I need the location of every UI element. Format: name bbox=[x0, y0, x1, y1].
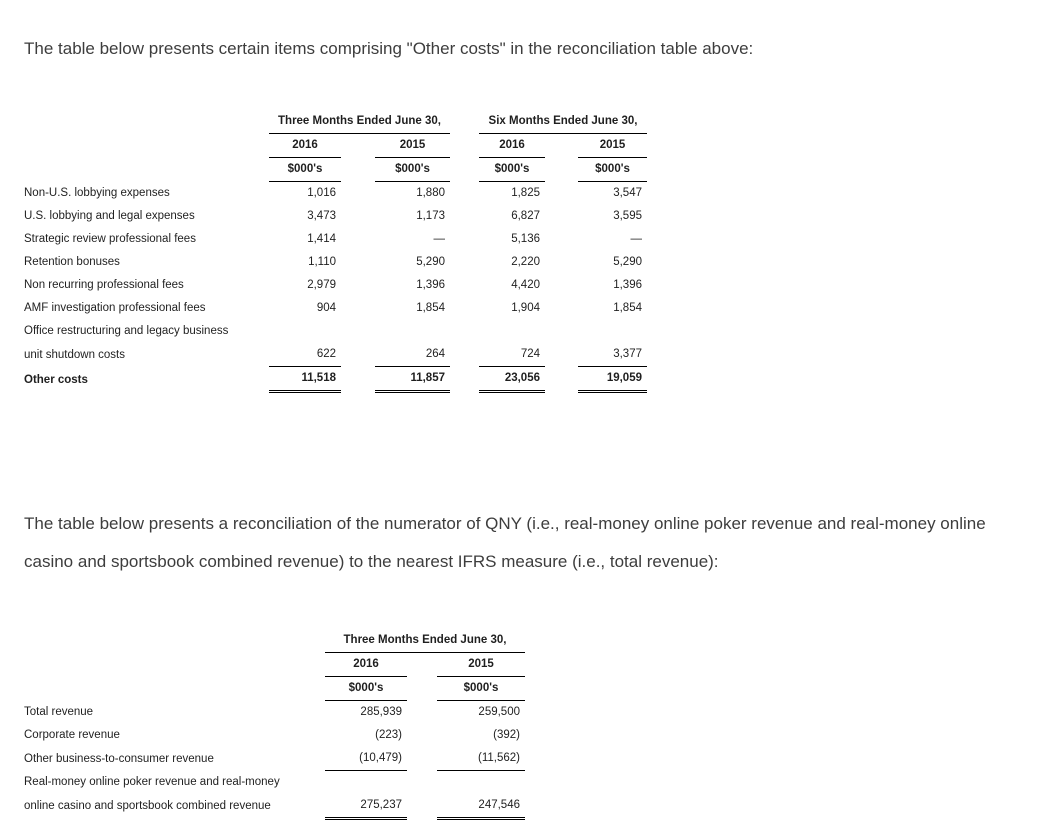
table-year-header-row: 2016 2015 bbox=[24, 652, 525, 677]
cell-value: 5,136 bbox=[511, 233, 540, 245]
table-group-header-row: Three Months Ended June 30, bbox=[24, 629, 525, 653]
cell-value: 904 bbox=[316, 302, 336, 314]
cell-value: 1,414 bbox=[307, 233, 336, 245]
unit-header: $000's bbox=[325, 676, 407, 701]
year-header: 2016 bbox=[269, 133, 341, 158]
cell-value: — bbox=[433, 233, 446, 245]
row-label-line2: online casino and sportsbook combined re… bbox=[24, 800, 271, 812]
table-row: Retention bonuses 1,110 5,290 2,220 5,29… bbox=[24, 251, 647, 274]
cell-value: 3,473 bbox=[307, 210, 336, 222]
cell-value: 1,016 bbox=[307, 187, 336, 199]
cell-value: 285,939 bbox=[360, 706, 402, 718]
row-label: Corporate revenue bbox=[24, 729, 120, 741]
cell-value: 5,290 bbox=[613, 256, 642, 268]
table-group-header-row: Three Months Ended June 30, Six Months E… bbox=[24, 110, 647, 134]
cell-value: 3,547 bbox=[613, 187, 642, 199]
table-row: Office restructuring and legacy business bbox=[24, 320, 647, 343]
intro-paragraph-qny-reconciliation: The table below presents a reconciliatio… bbox=[24, 514, 986, 571]
row-label: Strategic review professional fees bbox=[24, 233, 196, 245]
row-label: Other business-to-consumer revenue bbox=[24, 752, 214, 765]
cell-value: 1,825 bbox=[511, 187, 540, 199]
table-row: U.S. lobbying and legal expenses 3,473 1… bbox=[24, 205, 647, 228]
year-header: 2015 bbox=[375, 133, 450, 158]
total-cell-value: 275,237 bbox=[325, 793, 407, 820]
table-total-row: Other costs 11,518 11,857 23,056 19,059 bbox=[24, 366, 647, 393]
cell-value: 724 bbox=[479, 343, 545, 367]
row-label-line1: Real-money online poker revenue and real… bbox=[24, 775, 280, 788]
table-row: Total revenue 285,939 259,500 bbox=[24, 701, 525, 725]
qny-reconciliation-table: Three Months Ended June 30, 2016 2015 $0… bbox=[24, 629, 525, 820]
total-cell-value: 11,857 bbox=[375, 366, 450, 393]
unit-header: $000's bbox=[375, 157, 450, 182]
year-header: 2015 bbox=[578, 133, 647, 158]
table-row: Other business-to-consumer revenue (10,4… bbox=[24, 747, 525, 771]
group-header-six-months: Six Months Ended June 30, bbox=[479, 110, 647, 134]
year-header: 2016 bbox=[479, 133, 545, 158]
row-label: Non recurring professional fees bbox=[24, 279, 184, 291]
unit-header: $000's bbox=[269, 157, 341, 182]
cell-value: 1,904 bbox=[511, 302, 540, 314]
cell-value: 4,420 bbox=[511, 279, 540, 291]
row-label-line2: unit shutdown costs bbox=[24, 348, 126, 361]
cell-value: 622 bbox=[269, 343, 341, 367]
intro-paragraph-other-costs: The table below presents certain items c… bbox=[24, 39, 754, 58]
cell-value: 6,827 bbox=[511, 210, 540, 222]
cell-value: 5,290 bbox=[416, 256, 445, 268]
total-cell-value: 11,518 bbox=[269, 366, 341, 393]
total-row-label: Other costs bbox=[24, 373, 88, 386]
unit-header: $000's bbox=[578, 157, 647, 182]
row-label: U.S. lobbying and legal expenses bbox=[24, 210, 195, 222]
cell-value: 1,173 bbox=[416, 210, 445, 222]
table-row: Non recurring professional fees 2,979 1,… bbox=[24, 274, 647, 297]
cell-value: 2,979 bbox=[307, 279, 336, 291]
cell-value: 1,110 bbox=[308, 256, 336, 268]
cell-value: 1,854 bbox=[416, 302, 445, 314]
table-row: AMF investigation professional fees 904 … bbox=[24, 297, 647, 320]
cell-value: (392) bbox=[493, 729, 520, 741]
other-costs-table: Three Months Ended June 30, Six Months E… bbox=[24, 110, 647, 393]
cell-value: (10,479) bbox=[325, 747, 407, 771]
total-cell-value: 247,546 bbox=[437, 793, 525, 820]
group-header-three-months: Three Months Ended June 30, bbox=[325, 629, 525, 653]
row-label: Non-U.S. lobbying expenses bbox=[24, 187, 170, 199]
group-header-three-months: Three Months Ended June 30, bbox=[269, 110, 450, 134]
unit-header: $000's bbox=[437, 676, 525, 701]
table-row: unit shutdown costs 622 264 724 3,377 bbox=[24, 343, 647, 367]
cell-value: 1,396 bbox=[613, 279, 642, 291]
cell-value: 2,220 bbox=[511, 256, 540, 268]
table-row: Strategic review professional fees 1,414… bbox=[24, 228, 647, 251]
cell-value: 1,396 bbox=[416, 279, 445, 291]
table-row: Corporate revenue (223) (392) bbox=[24, 724, 525, 747]
cell-value: 259,500 bbox=[478, 706, 520, 718]
table-year-header-row: 2016 2015 2016 2015 bbox=[24, 133, 647, 158]
row-label: AMF investigation professional fees bbox=[24, 302, 206, 314]
cell-value: (223) bbox=[375, 729, 402, 741]
table-row: Real-money online poker revenue and real… bbox=[24, 771, 525, 794]
cell-value: 3,377 bbox=[578, 343, 647, 367]
total-cell-value: 19,059 bbox=[578, 366, 647, 393]
cell-value: 264 bbox=[375, 343, 450, 367]
table-row: Non-U.S. lobbying expenses 1,016 1,880 1… bbox=[24, 182, 647, 206]
cell-value: (11,562) bbox=[437, 747, 525, 771]
cell-value: 1,854 bbox=[613, 302, 642, 314]
row-label: Retention bonuses bbox=[24, 256, 120, 268]
row-label: Total revenue bbox=[24, 706, 94, 718]
year-header: 2015 bbox=[437, 652, 525, 677]
row-label-line1: Office restructuring and legacy business bbox=[24, 325, 229, 337]
year-header: 2016 bbox=[325, 652, 407, 677]
unit-header: $000's bbox=[479, 157, 545, 182]
table-total-row: online casino and sportsbook combined re… bbox=[24, 793, 525, 820]
cell-value: 3,595 bbox=[613, 210, 642, 222]
total-cell-value: 23,056 bbox=[479, 366, 545, 393]
table-unit-header-row: $000's $000's $000's $000's bbox=[24, 157, 647, 182]
cell-value: 1,880 bbox=[416, 187, 445, 199]
table-unit-header-row: $000's $000's bbox=[24, 676, 525, 701]
cell-value: — bbox=[630, 233, 643, 245]
